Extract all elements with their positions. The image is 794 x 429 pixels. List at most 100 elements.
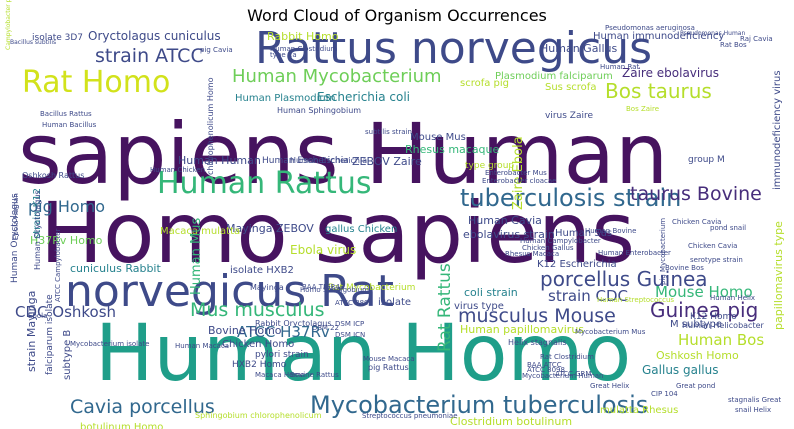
word-cloud-term: type 1a: [270, 51, 297, 59]
word-cloud-term: Mycobacterium tuberculosis: [310, 391, 648, 419]
word-cloud-term: type group: [465, 161, 514, 171]
word-cloud-term: serotype strain: [690, 256, 743, 264]
word-cloud-term: DSM ICP: [335, 320, 364, 328]
word-cloud-term: Human Sphingobium: [277, 106, 361, 115]
word-cloud-term: BAA ATCC: [527, 361, 562, 369]
word-cloud-term: Rabbit Homo: [267, 30, 339, 43]
word-cloud-term: Mouse Homo: [655, 283, 753, 301]
word-cloud-term: Macaca Homo: [255, 371, 304, 379]
word-cloud-term: Enterobacter cloacae: [482, 177, 556, 185]
word-cloud-term: Mycobacterium Human: [522, 372, 604, 380]
word-cloud-term: isolate 3D7: [32, 33, 83, 43]
word-cloud-term: Chicken Homo: [222, 339, 294, 350]
word-cloud-term: Rattus norvegicus: [255, 23, 652, 74]
word-cloud-term: pig Mycobacterium: [659, 218, 667, 285]
word-cloud-term: Rat Bos: [720, 41, 747, 49]
word-cloud-term: ATCC GRM: [555, 370, 591, 378]
word-cloud-term: falciparum isolate: [45, 294, 55, 375]
word-cloud-term: pig Rattus: [368, 363, 409, 372]
word-cloud-term: Human Plasmodium: [235, 93, 335, 104]
word-cloud-term: Mycobacterium isolate: [70, 340, 149, 348]
word-cloud-term: Ebola Human: [12, 193, 20, 240]
word-cloud-term: papillomavirus type: [772, 221, 785, 330]
word-cloud-term: Human Streptococcus: [597, 296, 674, 304]
word-cloud-term: virus Zaire: [545, 111, 593, 121]
word-cloud-term: norvegicus Rat: [65, 266, 394, 317]
word-cloud-term: porcellus Guinea: [540, 267, 708, 291]
word-cloud-term: BAA TIGR4: [302, 283, 340, 291]
word-cloud-term: Human papillomavirus: [460, 323, 584, 336]
word-cloud-term: scrofa pig: [460, 78, 509, 89]
word-cloud-term: Bos taurus: [605, 79, 712, 103]
word-cloud-term: ATCC H37Rv: [237, 323, 330, 341]
word-cloud-term: Sus scrofa: [545, 82, 596, 93]
word-cloud-term: pylori strain: [255, 350, 309, 360]
word-cloud-term: gallus Chicken: [325, 224, 397, 235]
word-cloud-term: Gallus gallus: [642, 363, 719, 377]
word-cloud-term: isolate: [378, 297, 411, 308]
word-cloud-term: snail Helix: [735, 406, 771, 414]
word-cloud-term: Human Human: [178, 154, 261, 167]
word-cloud-term: musculus Mouse: [458, 305, 616, 327]
word-cloud-term: Rhesus Macaca: [505, 250, 559, 258]
word-cloud-term: Human Rattus: [157, 166, 371, 201]
word-cloud-term: Mycobacterium Mus: [575, 328, 646, 336]
word-cloud-term: botulinum Homo: [80, 422, 163, 429]
word-cloud-term: Human Mus: [189, 218, 204, 295]
word-cloud-term: Rhesus macaque: [405, 143, 500, 156]
word-cloud-term: Human Sus: [555, 228, 612, 239]
word-cloud-term: ebolavirus strain: [463, 228, 555, 241]
word-cloud-term: Human Rat: [600, 63, 639, 71]
word-cloud-term: DSM ICN: [335, 331, 365, 339]
word-cloud-term: ZEBOV Zaire: [352, 155, 422, 168]
word-cloud-term: cuniculus Rabbit: [70, 262, 161, 275]
word-cloud-term: Bovine Rattus: [290, 371, 339, 379]
word-cloud-term: Human Bos: [678, 331, 764, 349]
word-cloud-term: Rat Mycobacterium: [328, 283, 415, 293]
word-cloud-term: strain ATCC: [95, 45, 204, 67]
word-cloud-term: Mouse Macaca: [363, 355, 415, 363]
word-cloud-term: Chicken Cavia: [672, 218, 721, 226]
word-cloud-term: Sphingobium chlorophenolicum: [195, 411, 322, 420]
word-cloud-term: Human Helix: [710, 294, 755, 302]
word-cloud-term: Homo Sphingobium: [300, 286, 369, 294]
word-cloud-term: chlorophenolicum Homo: [206, 77, 215, 175]
word-cloud-term: taurus Bovine: [630, 183, 762, 205]
word-cloud-term: Human immunodeficiency: [593, 31, 724, 42]
word-cloud-term: K12 Escherichia: [537, 259, 617, 270]
word-cloud-term: Pseudomonas aeruginosa: [605, 24, 695, 32]
word-cloud-term: pig Homo: [28, 197, 105, 216]
word-cloud-term: Pseudomonas Human: [680, 30, 745, 37]
word-cloud-term: subtilis strain: [365, 128, 412, 136]
word-cloud-term: isolate HXB2: [230, 265, 294, 276]
word-cloud-term: HXB2 Homo: [232, 360, 287, 370]
word-cloud-term: Zaire Ebola: [511, 136, 526, 210]
word-cloud-term: Human Chicken: [150, 166, 205, 174]
word-cloud-term: Human Clostridium: [270, 45, 338, 53]
word-cloud-term: Escherichia coli: [317, 90, 410, 104]
word-cloud-term: Oryctolagus cuniculus: [88, 29, 221, 43]
word-cloud-term: CDC Oshkosh: [15, 303, 116, 321]
word-cloud-term: Human Oryctolagus: [33, 190, 42, 270]
word-cloud-term: ATCC Campylobacter: [54, 228, 62, 302]
word-cloud-term: Clostridium botulinum: [450, 415, 572, 428]
word-cloud-term: strain CDC: [548, 287, 628, 305]
word-cloud-term: Chicken Gallus: [522, 244, 574, 252]
word-cloud-term: ATCC 8800: [335, 299, 373, 307]
word-cloud-term: Human Bacillus: [42, 121, 97, 129]
word-cloud-term: Human Oryctolagus: [10, 193, 20, 283]
word-cloud-term: Zaire ebolavirus: [622, 66, 719, 80]
word-cloud-term: Human Mycobacterium: [232, 66, 442, 87]
word-cloud-term: H37Rv Homo: [30, 234, 103, 247]
word-cloud-term: Plasmodium falciparum: [495, 71, 613, 82]
word-cloud-term: K12 Homo: [690, 312, 737, 322]
word-cloud-term: Guinea pig: [650, 298, 758, 322]
word-cloud-term: Great Helix: [590, 382, 629, 390]
word-cloud-term: Bos Zaire: [626, 105, 659, 113]
word-cloud-term: Human Escherichia: [262, 156, 349, 166]
word-cloud-term: strain Mayinga: [25, 291, 38, 372]
word-cloud-term: Rabbit Oryctolagus: [255, 319, 332, 328]
word-cloud-term: Helix stagnalis: [508, 338, 567, 347]
word-cloud-term: Human Macaca: [175, 342, 229, 350]
